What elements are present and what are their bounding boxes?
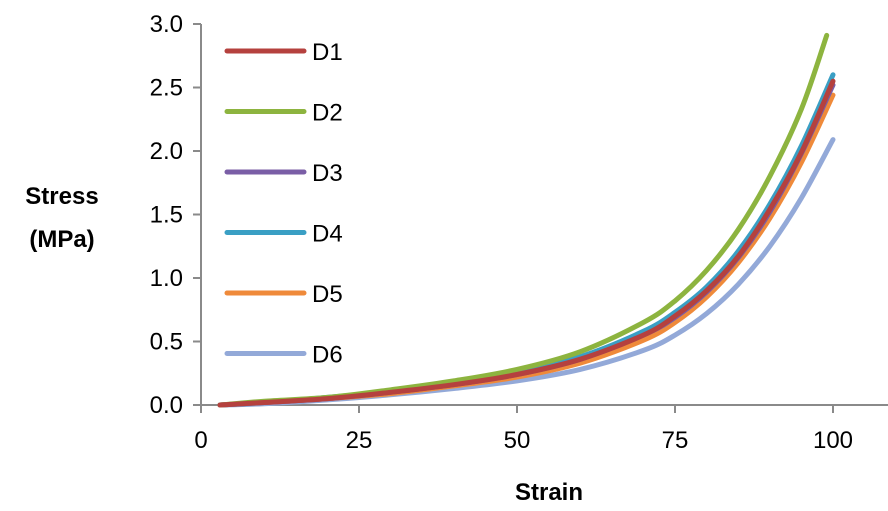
y-tick-label: 0.0 bbox=[150, 392, 183, 419]
series-line-d1 bbox=[217, 78, 836, 408]
y-tick-label: 2.0 bbox=[150, 138, 183, 165]
x-tick-label: 0 bbox=[194, 427, 207, 454]
y-axis-title-line-1: Stress bbox=[25, 183, 98, 210]
y-tick-label: 1.0 bbox=[150, 265, 183, 292]
x-axis-title: Strain bbox=[515, 479, 583, 506]
y-tick-label: 3.0 bbox=[150, 11, 183, 38]
y-tick-label: 2.5 bbox=[150, 75, 183, 102]
series-line-d2 bbox=[217, 32, 830, 408]
y-tick-label: 1.5 bbox=[150, 202, 183, 229]
legend-label-d2: D2 bbox=[312, 100, 343, 127]
x-tick-label: 75 bbox=[662, 427, 689, 454]
y-axis-title-line-2: (MPa) bbox=[29, 226, 94, 253]
legend-label-d3: D3 bbox=[312, 160, 343, 187]
y-tick-label: 0.5 bbox=[150, 329, 183, 356]
legend-label-d6: D6 bbox=[312, 342, 343, 369]
legend-label-d5: D5 bbox=[312, 281, 343, 308]
x-ticks: 0 25 50 75 100 bbox=[194, 405, 853, 454]
y-ticks: 0.0 0.5 1.0 1.5 2.0 2.5 3.0 bbox=[150, 11, 201, 419]
x-tick-label: 100 bbox=[813, 427, 853, 454]
legend-label-d4: D4 bbox=[312, 221, 343, 248]
axes bbox=[200, 24, 888, 406]
x-tick-label: 50 bbox=[504, 427, 531, 454]
legend: D1 D2 D3 D4 D5 D6 bbox=[224, 39, 343, 369]
x-tick-label: 25 bbox=[346, 427, 373, 454]
legend-label-d1: D1 bbox=[312, 39, 343, 66]
series-lines bbox=[217, 32, 836, 408]
